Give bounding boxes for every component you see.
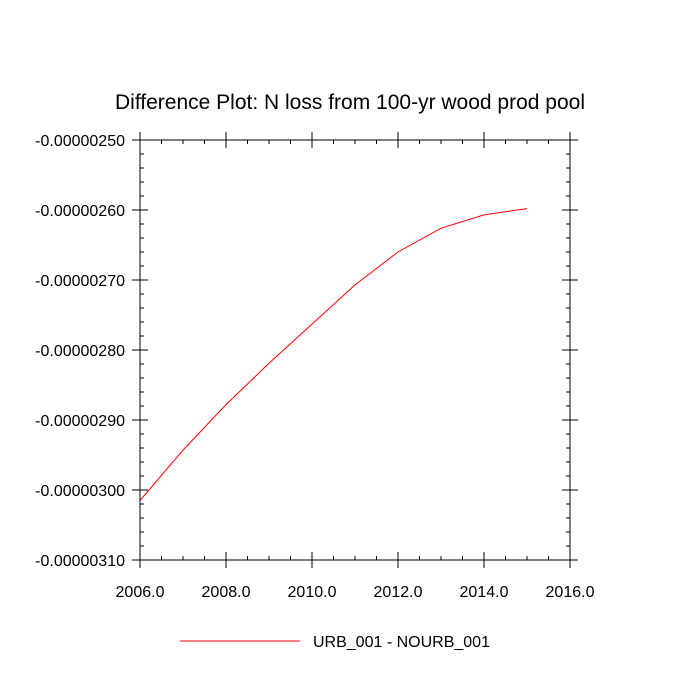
x-tick-label: 2010.0 [288,584,337,601]
y-tick-label: -0.00000260 [35,203,125,220]
series-line [139,208,528,501]
x-tick-label: 2016.0 [546,584,595,601]
x-axis: 2006.0 2008.0 2010.0 2012.0 2014.0 2016.0 [116,132,595,601]
y-tick-label: -0.00000290 [35,413,125,430]
plot-frame [139,139,571,561]
x-tick-label: 2008.0 [202,584,251,601]
x-tick-label: 2006.0 [116,584,165,601]
x-tick-label: 2012.0 [374,584,423,601]
legend: URB_001 - NOURB_001 [180,634,490,651]
legend-label: URB_001 - NOURB_001 [313,634,490,651]
y-axis: -0.00000250 -0.00000260 -0.00000270 -0.0000… [35,133,578,570]
y-tick-label: -0.00000280 [35,343,125,360]
y-tick-label: -0.00000300 [35,483,125,500]
y-tick-label: -0.00000270 [35,273,125,290]
y-tick-label: -0.00000310 [35,553,125,570]
chart-title: Difference Plot: N loss from 100-yr wood… [115,91,585,114]
x-tick-label: 2014.0 [460,584,509,601]
y-tick-label: -0.00000250 [35,133,125,150]
series-group [139,208,528,501]
